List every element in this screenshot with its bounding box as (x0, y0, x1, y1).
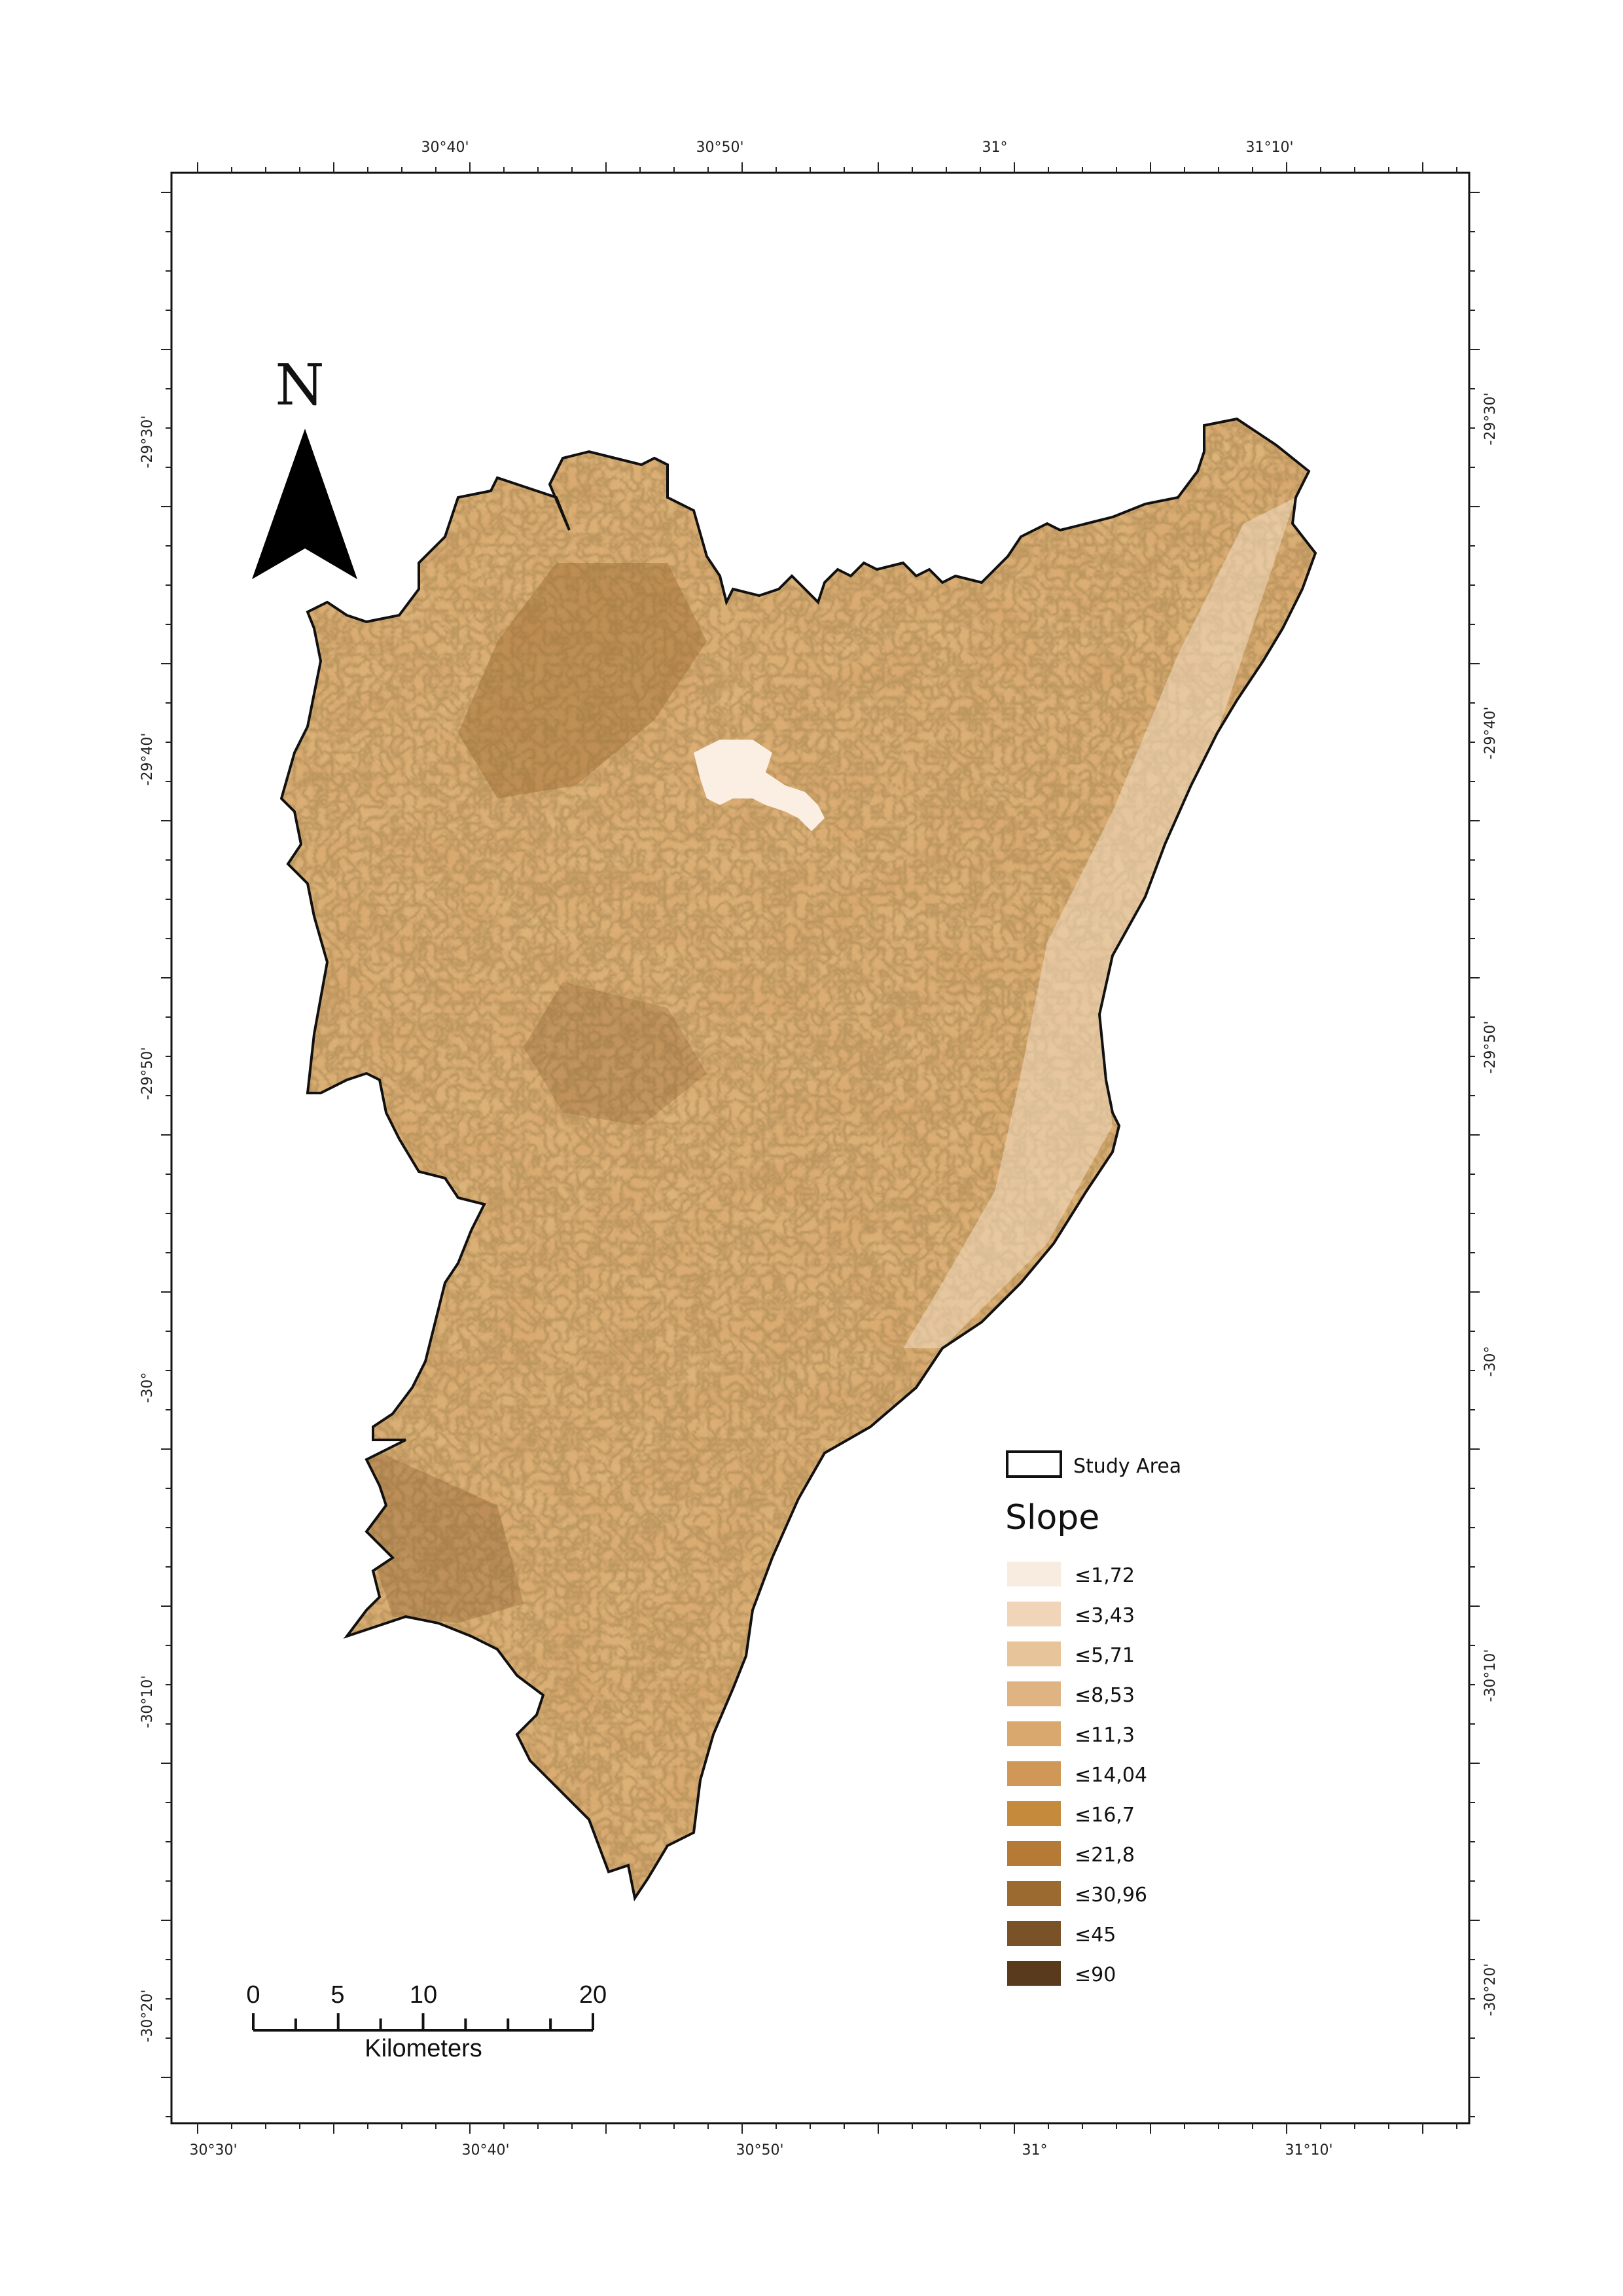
legend-class-label: ≤8,53 (1075, 1684, 1135, 1707)
legend-class-label: ≤21,8 (1075, 1844, 1135, 1867)
legend: Study Area Slope ≤1,72 ≤3,43 ≤5,71 ≤8,53 ≤11… (1005, 1450, 1181, 1986)
bottom-label: 31°10' (1285, 2142, 1332, 2159)
legend-swatch (1007, 1881, 1061, 1906)
legend-swatch (1007, 1602, 1061, 1626)
top-label: 30°50' (696, 139, 743, 156)
legend-class-label: ≤16,7 (1075, 1804, 1135, 1827)
bottom-label: 30°50' (736, 2142, 783, 2159)
legend-swatch (1007, 1801, 1061, 1826)
right-label: -29°30' (1482, 393, 1499, 446)
north-arrow-icon (252, 429, 357, 579)
right-label: -30° (1482, 1346, 1499, 1377)
top-label: 31° (982, 139, 1008, 156)
graticule-labels: 30°40' 30°50' 31° 31°10' 30°30' 30°40' 30°50' 3… (139, 139, 1499, 2159)
legend-swatch (1007, 1961, 1061, 1986)
legend-swatch (1007, 1562, 1061, 1587)
legend-title: Slope (1005, 1498, 1099, 1537)
legend-class-label: ≤11,3 (1075, 1724, 1135, 1747)
scale-label-5: 5 (330, 1981, 344, 2009)
legend-classes: ≤1,72 ≤3,43 ≤5,71 ≤8,53 ≤11,3 ≤14,04 ≤16,7 ≤21,… (1007, 1562, 1147, 1986)
right-label: -30°10' (1482, 1649, 1499, 1702)
right-label: -29°50' (1482, 1021, 1499, 1074)
legend-class-label: ≤3,43 (1075, 1604, 1135, 1627)
scale-bar: 0 5 10 20 Kilometers (246, 1981, 607, 2062)
top-label: 30°40' (421, 139, 469, 156)
north-arrow: N (252, 353, 357, 579)
left-label: -29°40' (139, 733, 156, 786)
left-label: -29°50' (139, 1047, 156, 1100)
legend-class-label: ≤90 (1075, 1964, 1116, 1986)
legend-class-label: ≤14,04 (1075, 1764, 1147, 1787)
left-label: -30°20' (139, 1990, 156, 2043)
legend-swatch (1007, 1681, 1061, 1706)
north-label: N (275, 353, 324, 418)
legend-study-area-label: Study Area (1073, 1455, 1181, 1478)
right-label: -29°40' (1482, 707, 1499, 760)
legend-class-label: ≤5,71 (1075, 1644, 1135, 1667)
scale-unit: Kilometers (365, 2035, 482, 2062)
right-label: -30°20' (1482, 1964, 1499, 2017)
left-label: -30°10' (139, 1676, 156, 1729)
bottom-label: 30°40' (461, 2142, 509, 2159)
scale-label-0: 0 (246, 1981, 260, 2009)
legend-swatch (1007, 1641, 1061, 1666)
legend-study-area-swatch (1006, 1450, 1062, 1478)
scale-label-10: 10 (410, 1981, 437, 2009)
legend-class-label: ≤1,72 (1075, 1564, 1135, 1587)
left-label: -30° (139, 1372, 156, 1403)
bottom-label: 30°30' (189, 2142, 237, 2159)
legend-swatch (1007, 1921, 1061, 1946)
top-label: 31°10' (1245, 139, 1293, 156)
graticule-ticks (161, 162, 1480, 2134)
legend-class-label: ≤45 (1075, 1924, 1116, 1946)
reservoir (694, 740, 825, 831)
bottom-label: 31° (1022, 2142, 1048, 2159)
legend-swatch (1007, 1761, 1061, 1786)
legend-swatch (1007, 1841, 1061, 1866)
scale-label-20: 20 (579, 1981, 607, 2009)
legend-swatch (1007, 1721, 1061, 1746)
left-label: -29°30' (139, 416, 156, 469)
legend-class-label: ≤30,96 (1075, 1884, 1147, 1907)
